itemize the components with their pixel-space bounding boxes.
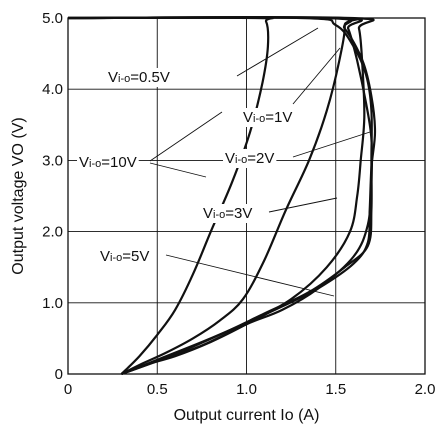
curve-5: [67, 16, 373, 376]
annotation-var: V: [225, 150, 235, 167]
annotation-var: V: [100, 248, 110, 265]
x-tick-label: 1.5: [325, 381, 346, 398]
annotation-background: [201, 204, 255, 223]
annotation-label: Vi-o=3V: [203, 205, 252, 222]
annotation-label: Vi-o=5V: [100, 248, 149, 265]
y-tick-label: 1.0: [42, 295, 63, 312]
y-tick-label: 5.0: [42, 10, 63, 27]
annotation-leader: [268, 197, 338, 213]
annotation-subscript: i-o: [213, 209, 225, 221]
annotation-var: V: [203, 205, 213, 222]
annotation-label: Vi-o=1V: [243, 109, 292, 126]
annotation-value: =5V: [122, 248, 149, 265]
annotation-label: Vi-o=0.5V: [108, 69, 170, 86]
annotation-value: =1V: [265, 109, 292, 126]
x-axis-title: Output current Io (A): [174, 407, 320, 424]
annotation-var: V: [243, 109, 253, 126]
annotation-leader: [149, 111, 223, 162]
annotation-value: =0.5V: [130, 69, 170, 86]
annotation-subscript: i-o: [110, 252, 122, 264]
annotation-leader: [292, 47, 341, 105]
annotation-subscript: i-o: [235, 154, 247, 166]
annotation-background: [106, 68, 172, 87]
annotation-leader: [292, 131, 371, 158]
annotation-value: =2V: [247, 150, 274, 167]
plot-frame: [67, 17, 426, 375]
y-tick-label: 0: [55, 366, 63, 383]
x-tick-label: 0: [64, 381, 72, 398]
annotation-var: V: [79, 154, 89, 171]
annotation-leader: [149, 162, 207, 178]
annotation-label: Vi-o=10V: [79, 154, 137, 171]
x-tick-label: 2.0: [415, 381, 435, 398]
y-tick-label: 2.0: [42, 224, 63, 241]
x-tick-label: 1.0: [236, 381, 257, 398]
annotation-subscript: i-o: [89, 158, 101, 170]
annotation-label: Vi-o=2V: [225, 150, 274, 167]
annotation-value: =3V: [225, 205, 252, 222]
annotation-background: [98, 247, 152, 266]
annotation-subscript: i-o: [118, 73, 130, 85]
annotation-leaders: [149, 27, 371, 297]
annotation-value: =10V: [101, 154, 136, 171]
y-tick-label: 3.0: [42, 152, 63, 169]
annotation-leader: [165, 254, 335, 297]
x-tick-label: 0.5: [147, 381, 168, 398]
curves: [67, 16, 377, 376]
y-tick-label: 4.0: [42, 81, 63, 98]
annotation-background: [223, 149, 277, 168]
annotation-background: [241, 108, 295, 127]
annotation-subscript: i-o: [253, 113, 265, 125]
annotation-background: [77, 153, 139, 172]
annotation-leader: [236, 27, 319, 77]
annotation-var: V: [108, 69, 118, 86]
y-axis-title: Output voltage VO (V): [10, 117, 27, 274]
tick-labels: 0 0.5 1.0 1.5 2.0 0 1.0 2.0 3.0 4.0 5.0: [42, 10, 435, 398]
